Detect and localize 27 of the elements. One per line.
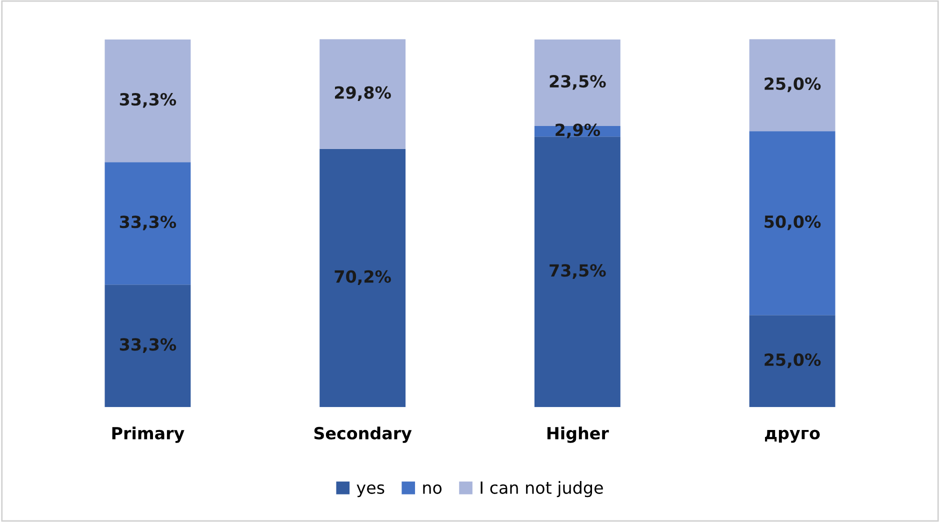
legend-label: no: [423, 484, 442, 494]
x-tick-label: Secondary: [314, 426, 412, 443]
x-tick-label: Higher: [547, 426, 609, 443]
data-label: 25,0%: [764, 77, 821, 92]
legend-label: yes: [356, 484, 384, 498]
bar: [320, 39, 406, 149]
bar: [104, 40, 191, 162]
data-label: 2,9%: [556, 124, 600, 138]
data-label: 29,8%: [334, 86, 391, 101]
bar: [104, 284, 191, 408]
bar: [749, 39, 836, 132]
bar: [104, 162, 191, 285]
data-label: 33,3%: [120, 338, 176, 353]
x-tick-label: Primary: [112, 426, 184, 443]
data-label: 73,5%: [550, 264, 606, 279]
data-label: 50,0%: [764, 215, 821, 230]
bar: [534, 136, 620, 408]
data-label: 33,3%: [120, 216, 176, 230]
data-label: 25,0%: [764, 353, 821, 368]
data-label: 33,3%: [120, 93, 176, 108]
legend-label: I can not judge: [480, 481, 603, 498]
bar: [749, 131, 836, 316]
data-label: 23,5%: [550, 74, 606, 90]
bar: [320, 148, 406, 408]
bar: [749, 315, 836, 408]
data-label: 70,2%: [334, 270, 391, 285]
x-tick-label: друго: [765, 430, 820, 443]
